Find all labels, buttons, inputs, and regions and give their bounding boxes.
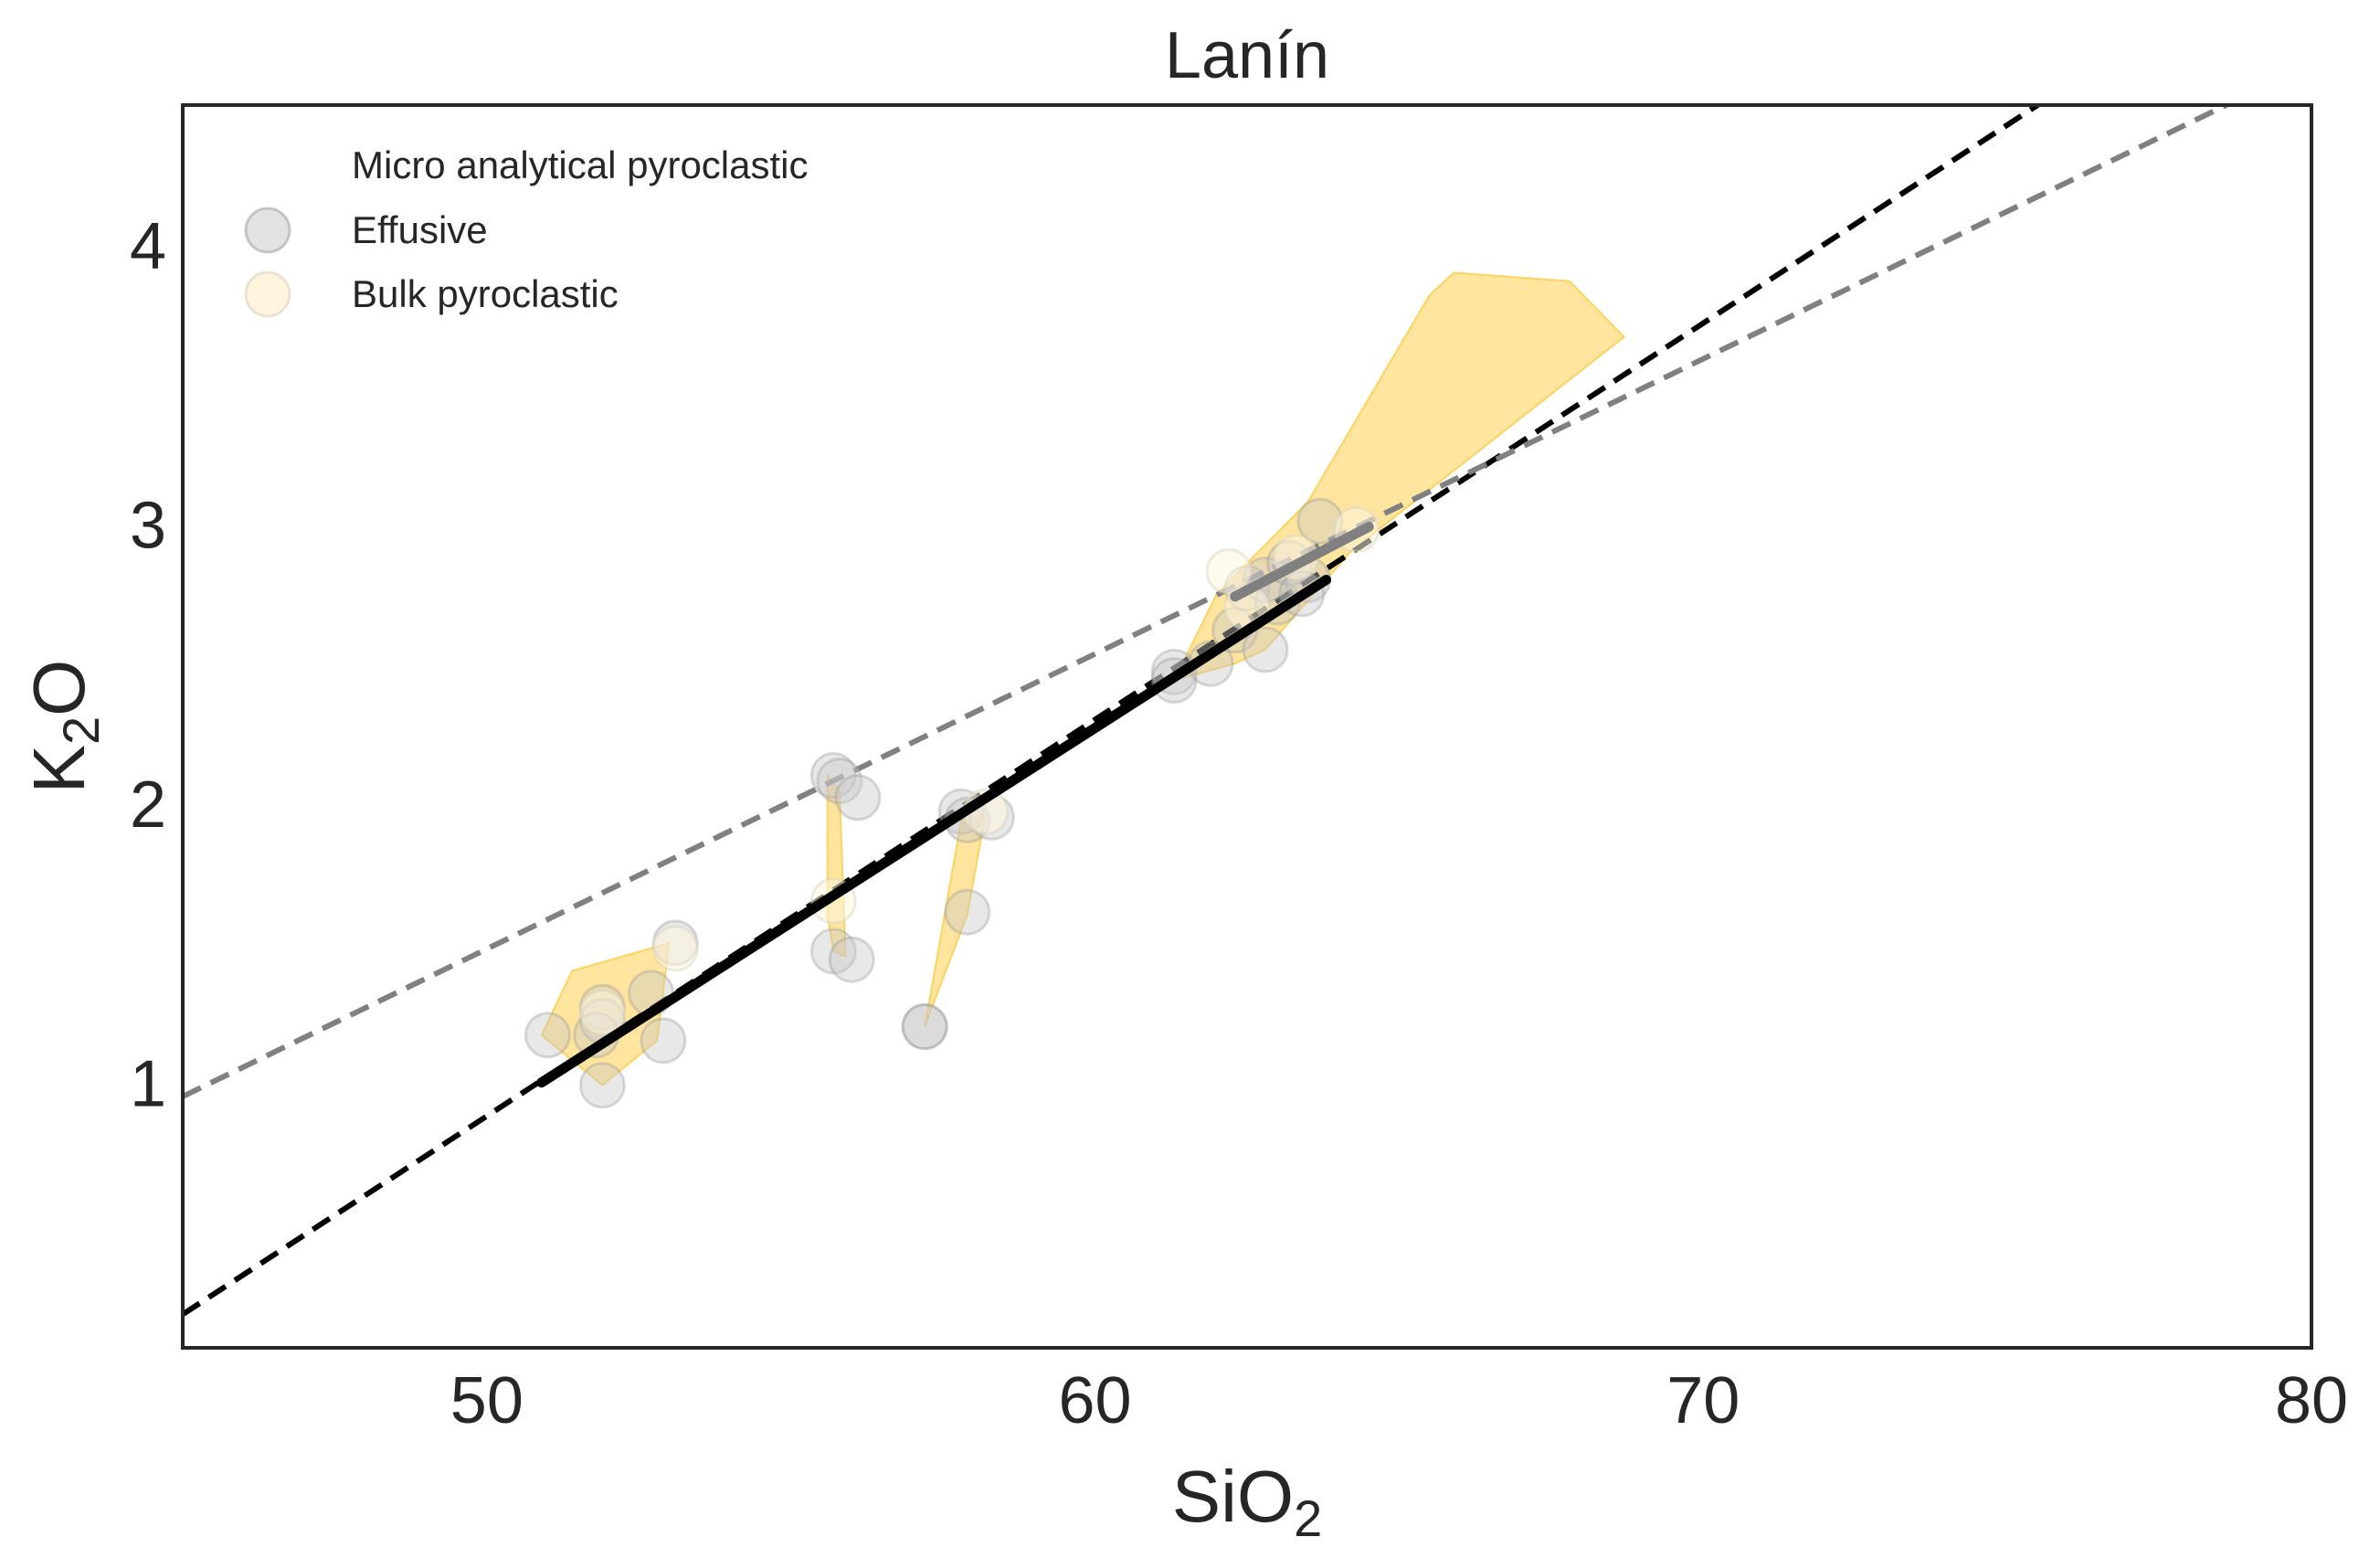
effusive-point <box>640 1017 687 1065</box>
bulk-pyroclastic-point <box>578 989 626 1036</box>
solid-fit-line-1 <box>1230 521 1374 602</box>
chart-title: Lanín <box>1165 19 1329 92</box>
x-axis-title: SiO2 <box>1172 1456 1323 1547</box>
data-layer <box>183 105 2228 1317</box>
x-tick-label: 80 <box>2275 1364 2348 1437</box>
effusive-point <box>834 774 882 821</box>
y-axis-ticks: 1 2 3 4 <box>130 210 166 1121</box>
effusive-point <box>944 888 991 936</box>
effusive-point <box>524 1012 571 1059</box>
x-axis-title-subscript: 2 <box>1294 1489 1322 1547</box>
y-tick-label: 4 <box>130 210 166 283</box>
legend-marker-bulk-pyroclastic <box>244 270 291 318</box>
x-tick-label: 70 <box>1666 1364 1740 1437</box>
plot-background <box>183 105 2311 1348</box>
bulk-pyroclastic-point <box>651 925 699 972</box>
y-axis-title-base: K <box>18 745 100 793</box>
effusive-point <box>578 1062 626 1109</box>
y-axis-title-tail: O <box>18 660 100 716</box>
plot-frame <box>181 103 2313 1350</box>
y-axis-title: K2O <box>18 660 110 794</box>
x-axis-ticks: 50 60 70 80 <box>450 1364 2348 1437</box>
x-axis-title-base: SiO <box>1172 1456 1294 1537</box>
effusive-point <box>816 758 863 805</box>
y-tick-label: 3 <box>130 489 166 562</box>
effusive-point <box>828 936 875 983</box>
solid-fit-line-0 <box>536 575 1332 1088</box>
envelope-polygon-3 <box>1172 271 1626 683</box>
bulk-pyroclastic-point <box>1205 547 1253 595</box>
dashed-trend-line-1 <box>183 105 2228 1099</box>
x-tick-label: 60 <box>1059 1364 1132 1437</box>
effusive-point <box>809 751 857 799</box>
effusive-point <box>901 1003 948 1051</box>
x-tick-label: 50 <box>450 1364 524 1437</box>
legend: Micro analytical pyroclastic Effusive Bu… <box>244 143 809 318</box>
effusive-point <box>809 927 857 975</box>
dashed-trend-line-0 <box>183 105 2040 1317</box>
y-axis-title-subscript: 2 <box>52 716 110 745</box>
legend-label-bulk-pyroclastic: Bulk pyroclastic <box>352 272 619 315</box>
y-tick-label: 2 <box>130 768 166 842</box>
legend-label-effusive: Effusive <box>352 208 488 251</box>
legend-label-micro-analytical-pyroclastic: Micro analytical pyroclastic <box>352 143 809 186</box>
effusive-point <box>1242 626 1289 673</box>
legend-marker-effusive <box>244 207 291 254</box>
effusive-point <box>901 1003 948 1051</box>
y-tick-label: 1 <box>130 1048 166 1121</box>
